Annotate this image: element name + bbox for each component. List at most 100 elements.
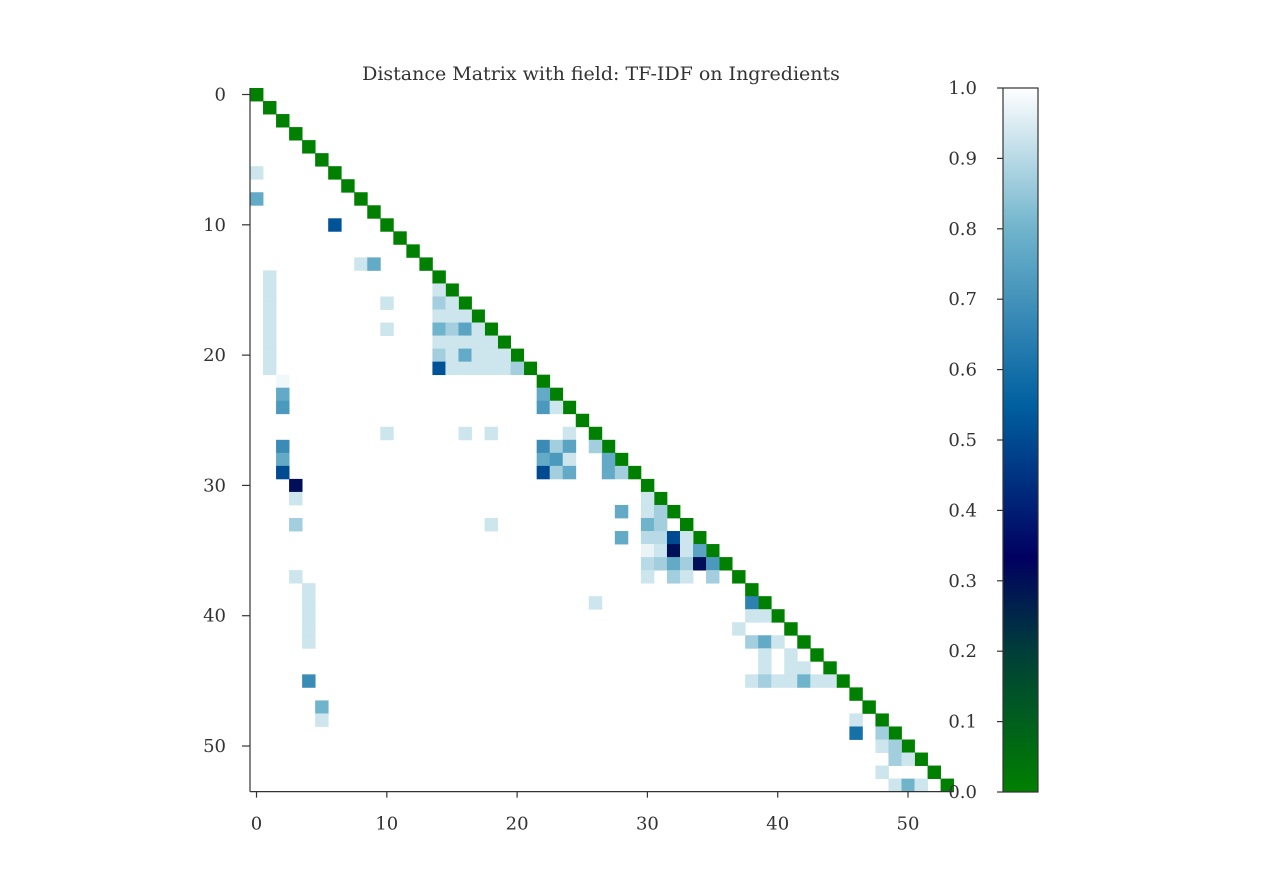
heatmap-cell bbox=[276, 114, 290, 128]
heatmap-cell bbox=[432, 348, 446, 363]
colorbar-tick-label: 0.0 bbox=[948, 782, 977, 803]
heatmap-cell bbox=[354, 257, 368, 271]
heatmap-cell bbox=[940, 778, 955, 793]
heatmap-cell bbox=[432, 335, 446, 349]
heatmap-cell bbox=[536, 439, 551, 454]
heatmap-cell bbox=[601, 465, 616, 480]
colorbar-tick-label: 0.9 bbox=[948, 148, 977, 169]
heatmap-cell bbox=[745, 635, 759, 649]
heatmap-cell bbox=[693, 557, 707, 571]
heatmap-cell bbox=[588, 439, 603, 454]
heatmap-cell bbox=[706, 570, 720, 584]
heatmap-cell bbox=[914, 778, 928, 793]
heatmap-cell bbox=[810, 674, 824, 688]
heatmap-cell bbox=[562, 452, 577, 467]
heatmap-cell bbox=[601, 439, 616, 454]
heatmap-cell bbox=[263, 101, 277, 115]
heatmap-cell bbox=[810, 648, 824, 662]
heatmap-cell bbox=[849, 713, 863, 727]
heatmap-cell bbox=[823, 661, 837, 675]
heatmap-cell bbox=[666, 531, 681, 545]
x-tick-label: 40 bbox=[766, 814, 789, 835]
heatmap-cell bbox=[784, 661, 798, 675]
heatmap-cell bbox=[328, 166, 342, 180]
heatmap-cell bbox=[640, 478, 655, 493]
heatmap-cell bbox=[471, 361, 485, 376]
heatmap-cell bbox=[562, 439, 577, 454]
heatmap-cell bbox=[719, 557, 733, 571]
x-tick-label: 50 bbox=[897, 814, 920, 835]
heatmap-cell bbox=[263, 309, 277, 323]
heatmap-cell bbox=[758, 596, 772, 610]
heatmap-cell bbox=[302, 596, 316, 610]
heatmap-cell bbox=[406, 244, 420, 258]
heatmap-cell bbox=[745, 674, 759, 688]
heatmap-cell bbox=[458, 361, 472, 376]
heatmap-cell bbox=[536, 465, 551, 480]
colorbar-ticks: 0.0 0.1 0.2 0.3 0.4 0.5 0.6 0.7 0.8 0.9 1.0 bbox=[948, 78, 1003, 803]
heatmap-cell bbox=[693, 531, 707, 545]
heatmap-cell bbox=[771, 674, 785, 688]
heatmap-cell bbox=[549, 465, 564, 480]
heatmap-cell bbox=[927, 765, 941, 779]
heatmap-cell bbox=[640, 557, 655, 571]
heatmap-cells bbox=[250, 88, 955, 793]
heatmap-cell bbox=[614, 531, 629, 545]
heatmap-cell bbox=[302, 635, 316, 649]
heatmap-cell bbox=[640, 531, 655, 545]
heatmap-cell bbox=[432, 270, 446, 284]
heatmap-cell bbox=[575, 413, 590, 428]
heatmap-cell bbox=[263, 322, 277, 336]
heatmap-cell bbox=[797, 674, 811, 688]
heatmap-cell bbox=[666, 570, 681, 584]
y-tick-label: 10 bbox=[203, 215, 226, 236]
heatmap-cell bbox=[302, 583, 316, 597]
colorbar-tick-label: 0.7 bbox=[948, 289, 977, 310]
heatmap-cell bbox=[445, 309, 459, 323]
heatmap-cell bbox=[653, 504, 668, 519]
heatmap-cell bbox=[484, 517, 498, 532]
heatmap-cell bbox=[640, 491, 655, 506]
heatmap-cell bbox=[666, 557, 681, 571]
x-axis-ticks: 0 10 20 30 40 50 bbox=[251, 791, 920, 835]
heatmap-cell bbox=[875, 739, 889, 753]
heatmap-cell bbox=[289, 127, 303, 141]
chart-title: Distance Matrix with field: TF-IDF on In… bbox=[362, 63, 840, 85]
heatmap-cell bbox=[510, 348, 525, 363]
heatmap-cell bbox=[771, 635, 785, 649]
heatmap-cell bbox=[302, 609, 316, 623]
colorbar-tick-label: 0.3 bbox=[948, 571, 977, 592]
heatmap-cell bbox=[497, 348, 511, 363]
heatmap-cell bbox=[888, 739, 902, 753]
heatmap-cell bbox=[471, 348, 485, 363]
heatmap-cell bbox=[250, 192, 264, 206]
colorbar-tick-label: 0.8 bbox=[948, 219, 977, 240]
heatmap-cell bbox=[328, 218, 342, 232]
heatmap-cell bbox=[849, 687, 863, 701]
heatmap-cell bbox=[693, 544, 707, 558]
heatmap-cell bbox=[732, 622, 746, 636]
heatmap-cell bbox=[380, 322, 394, 336]
heatmap-cell bbox=[536, 400, 551, 415]
heatmap-cell bbox=[588, 426, 603, 441]
x-tick-label: 0 bbox=[251, 814, 262, 835]
heatmap-cell bbox=[471, 309, 485, 323]
heatmap-cell bbox=[640, 504, 655, 519]
heatmap-cell bbox=[797, 661, 811, 675]
heatmap-cell bbox=[732, 570, 746, 584]
heatmap-cell bbox=[523, 361, 538, 376]
heatmap-cell bbox=[745, 583, 759, 597]
heatmap-cell bbox=[614, 504, 629, 519]
heatmap-cell bbox=[888, 752, 902, 766]
heatmap-cell bbox=[302, 622, 316, 636]
heatmap-cell bbox=[263, 283, 277, 297]
heatmap-cell bbox=[471, 335, 485, 349]
heatmap-cell bbox=[289, 491, 303, 506]
heatmap-cell bbox=[745, 596, 759, 610]
heatmap-axes bbox=[249, 88, 954, 793]
heatmap-cell bbox=[315, 700, 329, 714]
colorbar-tick-label: 0.6 bbox=[948, 360, 977, 381]
heatmap-cell bbox=[315, 153, 329, 167]
heatmap-cell bbox=[276, 465, 290, 480]
